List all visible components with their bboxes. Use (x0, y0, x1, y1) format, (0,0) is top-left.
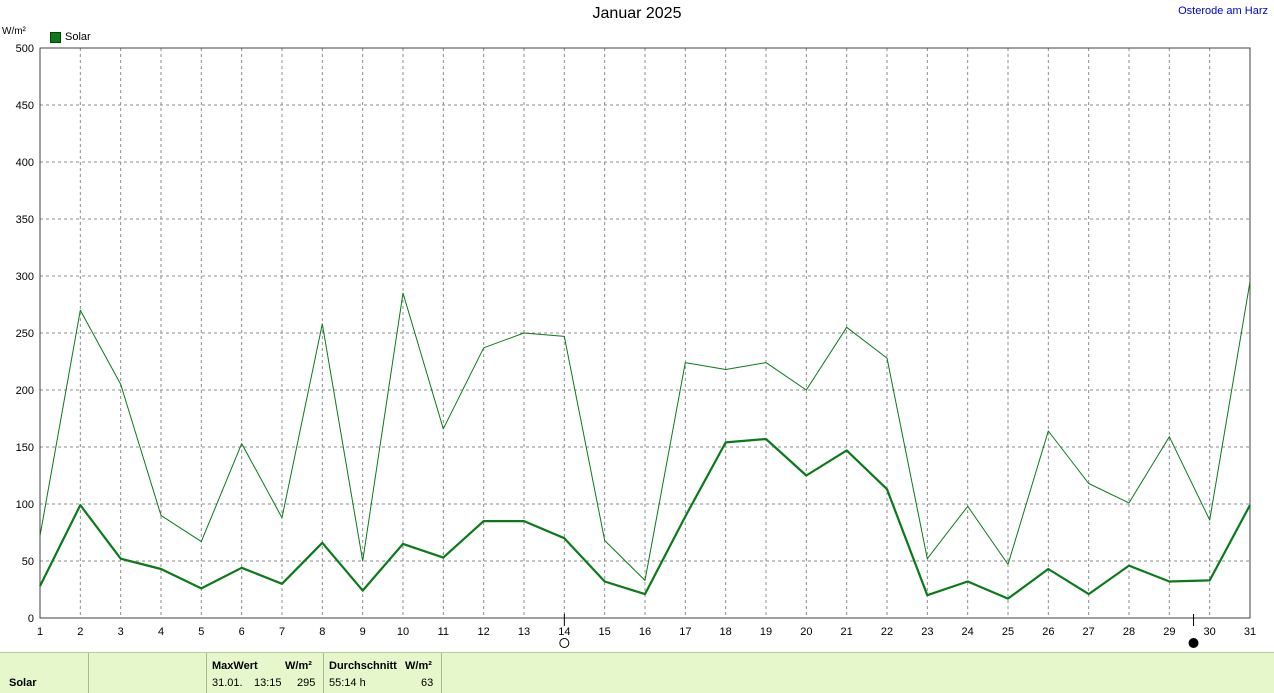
x-tick-label: 14 (558, 626, 570, 638)
x-tick-label: 6 (239, 626, 245, 638)
x-tick-label: 26 (1042, 626, 1054, 638)
y-tick-label: 0 (28, 613, 34, 625)
x-tick-label: 7 (279, 626, 285, 638)
y-tick-label: 500 (16, 43, 34, 55)
x-tick-label: 15 (599, 626, 611, 638)
x-tick-label: 31 (1244, 626, 1256, 638)
x-tick-label: 1 (37, 626, 43, 638)
full-moon-icon (1188, 638, 1199, 648)
y-tick-label: 100 (16, 499, 34, 511)
footer-series-name: Solar (9, 677, 37, 689)
x-tick-label: 3 (118, 626, 124, 638)
footer-series-cell: Solar (0, 653, 89, 693)
x-tick-label: 24 (962, 626, 974, 638)
x-tick-label: 21 (841, 626, 853, 638)
footer-max-cell: MaxWert W/m² 31.01. 13:15 295 (206, 653, 324, 693)
x-tick-label: 10 (397, 626, 409, 638)
x-tick-label: 27 (1083, 626, 1095, 638)
avg-duration: 55:14 h (329, 677, 366, 689)
x-tick-label: 12 (478, 626, 490, 638)
x-tick-label: 22 (881, 626, 893, 638)
x-tick-label: 11 (438, 626, 449, 638)
x-tick-label: 17 (679, 626, 691, 638)
x-tick-label: 18 (720, 626, 732, 638)
location-label: Osterode am Harz (1178, 5, 1268, 17)
x-tick-label: 20 (800, 626, 812, 638)
x-tick-label: 4 (158, 626, 164, 638)
y-axis-unit: W/m² (2, 26, 26, 37)
y-tick-label: 350 (16, 214, 34, 226)
y-tick-label: 400 (16, 157, 34, 169)
x-tick-label: 28 (1123, 626, 1135, 638)
legend-swatch (50, 31, 61, 43)
y-tick-label: 300 (16, 271, 34, 283)
x-tick-label: 29 (1163, 626, 1175, 638)
chart-title: Januar 2025 (592, 5, 682, 22)
x-tick-label: 25 (1002, 626, 1014, 638)
summary-footer: Solar MaxWert W/m² 31.01. 13:15 295 Durc… (0, 652, 1274, 693)
avg-header: Durchschnitt (329, 660, 397, 672)
avg-value: 63 (421, 677, 434, 689)
footer-avg-cell: Durchschnitt W/m² 55:14 h 63 (323, 653, 442, 693)
x-tick-label: 19 (760, 626, 772, 638)
x-tick-label: 23 (921, 626, 933, 638)
y-tick-label: 450 (16, 100, 34, 112)
series-line-mean (39, 437, 1251, 600)
footer-empty-cell (88, 653, 207, 693)
x-tick-label: 2 (77, 626, 83, 638)
y-tick-label: 200 (16, 385, 34, 397)
x-tick-label: 16 (639, 626, 651, 638)
x-tick-label: 9 (360, 626, 366, 638)
x-tick-label: 8 (319, 626, 325, 638)
x-tick-label: 13 (518, 626, 530, 638)
avg-unit: W/m² (405, 660, 432, 672)
max-date: 31.01. (212, 677, 243, 689)
legend: Solar (50, 31, 91, 43)
max-time: 13:15 (254, 677, 282, 689)
series-line-max (39, 281, 1251, 581)
x-tick-label: 5 (198, 626, 204, 638)
y-tick-label: 250 (16, 328, 34, 340)
plot-frame (39, 47, 1251, 619)
max-value: 295 (297, 677, 316, 689)
max-unit: W/m² (285, 660, 312, 672)
max-header: MaxWert (212, 660, 258, 672)
legend-label: Solar (65, 31, 91, 43)
x-tick-label: 30 (1204, 626, 1216, 638)
y-tick-label: 50 (22, 556, 34, 568)
y-tick-label: 150 (16, 442, 34, 454)
new-moon-icon (559, 638, 570, 648)
